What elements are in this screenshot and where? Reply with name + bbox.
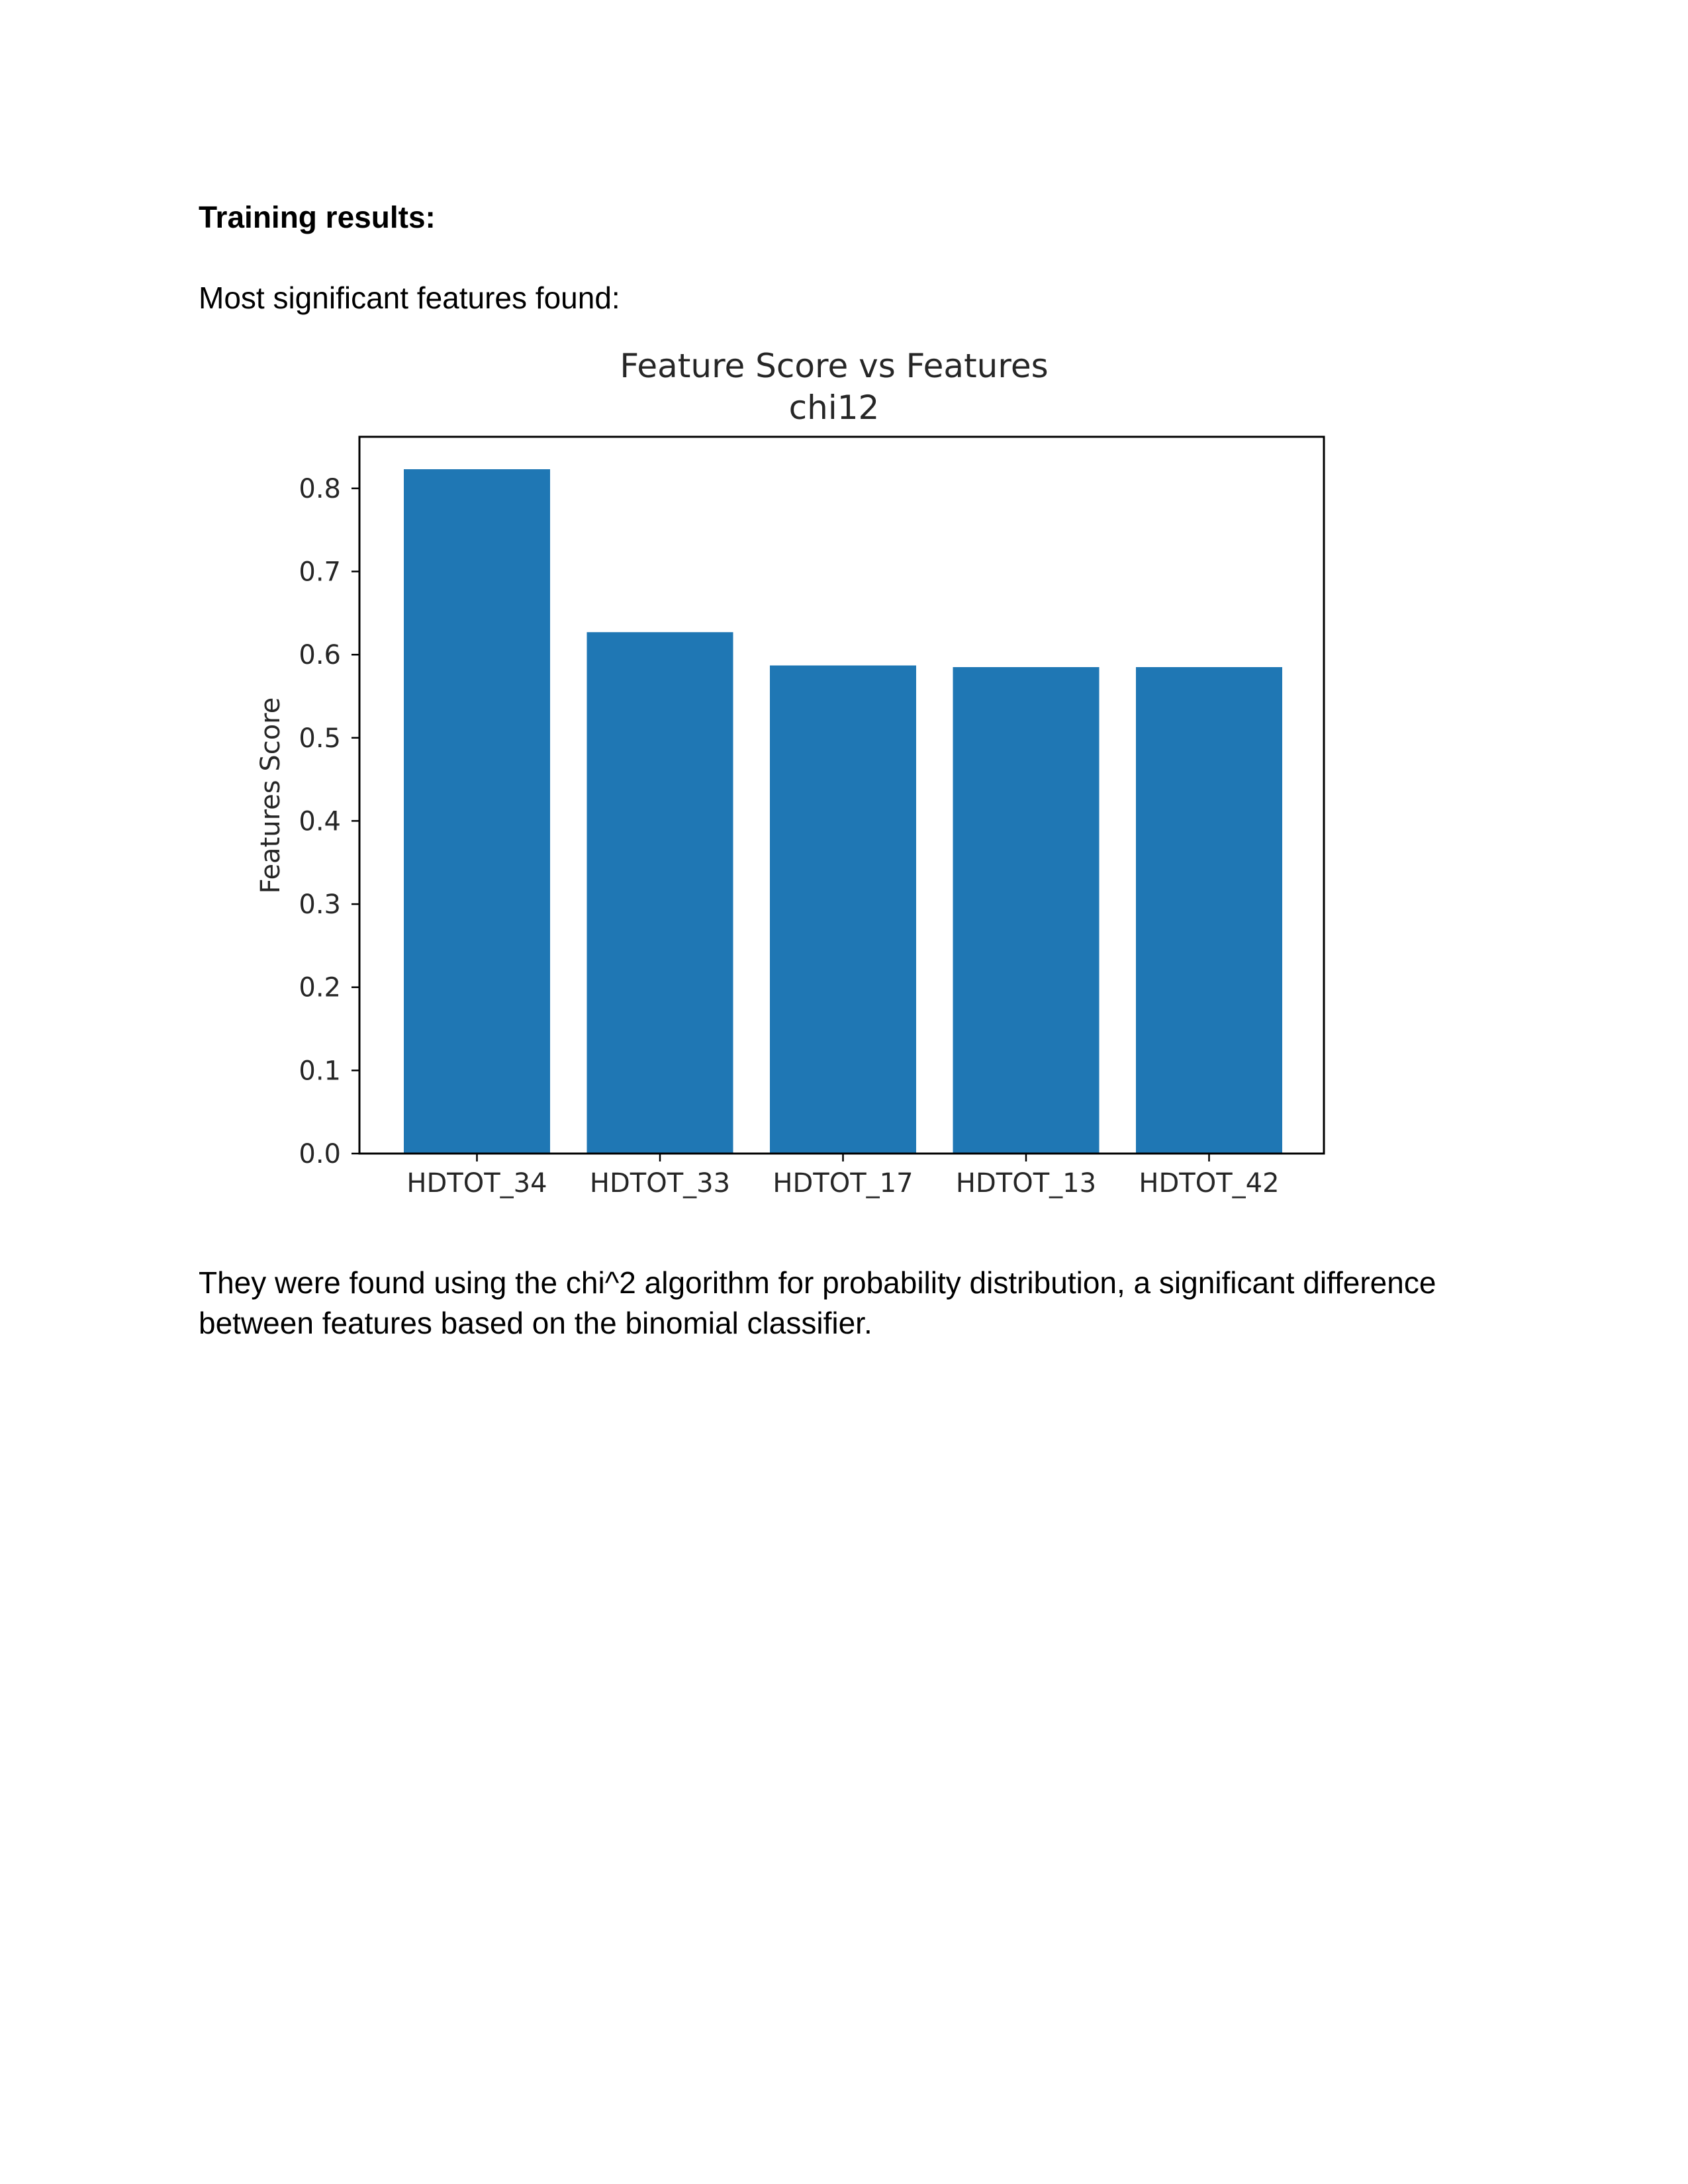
intro-text: Most significant features found: — [199, 281, 620, 315]
x-tick-label: HDTOT_17 — [773, 1168, 913, 1199]
bar-hdtot-34 — [404, 469, 550, 1154]
y-axis-label: Features Score — [256, 698, 286, 894]
bars-group — [404, 469, 1282, 1154]
bar-hdtot-42 — [1136, 667, 1282, 1154]
bar-hdtot-17 — [770, 665, 916, 1154]
y-tick-label: 0.5 — [299, 723, 341, 754]
y-tick-label: 0.2 — [299, 973, 341, 1003]
bar-hdtot-33 — [586, 632, 733, 1154]
y-tick-label: 0.1 — [299, 1056, 341, 1086]
feature-score-chart: Feature Score vs Features chi12 0.0 0.1 0.… — [199, 331, 1390, 1224]
chart-title: Feature Score vs Features — [620, 347, 1048, 385]
x-tick-label: HDTOT_33 — [590, 1168, 730, 1199]
y-axis: 0.0 0.1 0.2 0.3 0.4 0.5 0.6 0.7 0.8 — [299, 474, 359, 1169]
y-tick-label: 0.3 — [299, 889, 341, 920]
x-axis: HDTOT_34 HDTOT_33 HDTOT_17 HDTOT_13 HDTOT_42 — [406, 1154, 1280, 1199]
chart-subtitle: chi12 — [789, 388, 880, 427]
y-tick-label: 0.0 — [299, 1139, 341, 1169]
x-tick-label: HDTOT_42 — [1139, 1168, 1279, 1199]
y-tick-label: 0.7 — [299, 557, 341, 588]
y-tick-label: 0.6 — [299, 640, 341, 670]
bar-chart-svg: Feature Score vs Features chi12 0.00.10.… — [256, 347, 1325, 1199]
plot-frame — [358, 435, 1325, 1155]
bar-hdtot-13 — [953, 667, 1100, 1154]
description-paragraph: They were found using the chi^2 algorith… — [199, 1263, 1496, 1343]
description-line-2: between features based on the binomial c… — [199, 1306, 872, 1340]
x-tick-label: HDTOT_34 — [406, 1168, 547, 1199]
section-heading: Training results: — [199, 200, 436, 234]
y-tick-label: 0.8 — [299, 474, 341, 504]
description-line-1: They were found using the chi^2 algorith… — [199, 1265, 1436, 1300]
y-tick-label: 0.4 — [299, 806, 341, 837]
x-tick-label: HDTOT_13 — [956, 1168, 1096, 1199]
